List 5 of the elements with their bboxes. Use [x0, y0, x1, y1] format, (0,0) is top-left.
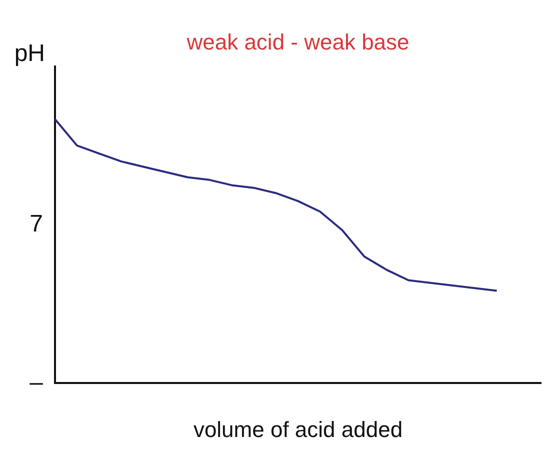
- chart-title: weak acid - weak base: [186, 29, 410, 54]
- text: –: [30, 368, 44, 396]
- x-axis-title: volume of acid added: [193, 416, 403, 442]
- text: 7: [30, 210, 43, 238]
- y-axis-title: pH: [14, 40, 45, 68]
